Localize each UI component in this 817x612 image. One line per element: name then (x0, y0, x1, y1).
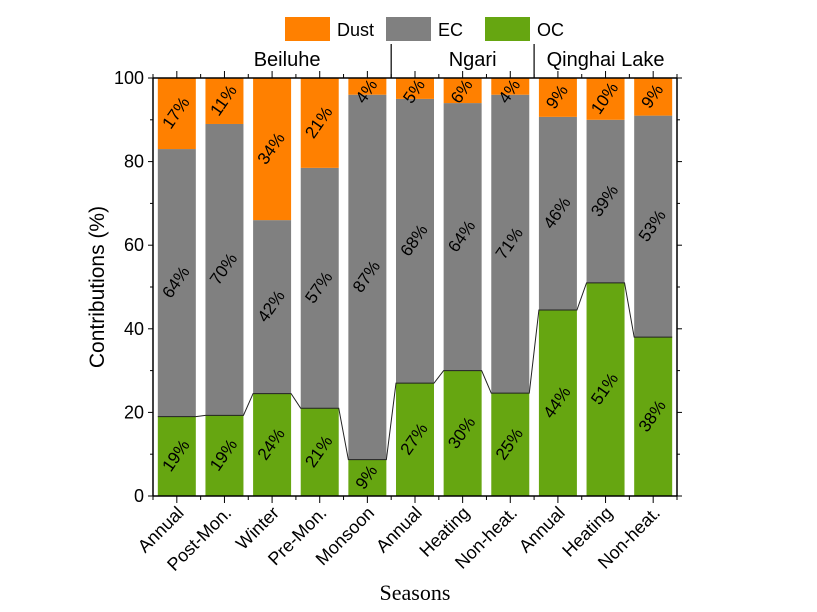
y-tick-label: 60 (124, 235, 144, 255)
bar-dust (205, 78, 244, 124)
bar-dust (157, 78, 196, 150)
bar-oc (157, 416, 196, 496)
legend-label: EC (438, 20, 463, 40)
bar-oc (205, 415, 244, 496)
legend-swatch-ec (386, 17, 431, 41)
group-label: Ngari (449, 49, 497, 71)
bar-oc (443, 370, 482, 496)
bar-ec (300, 167, 339, 409)
legend-swatch-dust (285, 17, 330, 41)
bar-ec (253, 220, 292, 394)
bar-dust (586, 78, 625, 120)
bar-dust (253, 78, 292, 221)
bar-ec (348, 94, 387, 460)
bar-ec (396, 98, 434, 384)
bar-dust (396, 78, 434, 99)
bar-ec (443, 103, 482, 371)
y-tick-label: 20 (124, 402, 144, 422)
bar-ec (157, 149, 196, 417)
legend-label: OC (537, 20, 564, 40)
bar-ec (538, 116, 577, 310)
bar-dust (538, 78, 577, 117)
y-tick-label: 100 (114, 68, 144, 88)
bar-oc (253, 393, 292, 496)
bar-oc (300, 408, 339, 496)
y-tick-label: 0 (134, 486, 144, 506)
bar-oc (396, 383, 434, 496)
bar-dust (491, 78, 530, 95)
bar-dust (634, 78, 673, 116)
oc-connector-line (157, 282, 673, 461)
y-tick-label: 40 (124, 319, 144, 339)
legend-swatch-oc (485, 17, 530, 41)
bar-dust (443, 78, 482, 104)
bar-oc (586, 282, 625, 496)
bar-dust (300, 78, 339, 168)
bar-ec (634, 115, 673, 338)
group-label: Beiluhe (254, 49, 321, 71)
bar-ec (205, 123, 244, 416)
bar-dust (348, 78, 387, 95)
bar-oc (538, 309, 577, 496)
bar-ec (586, 119, 625, 283)
bar-oc (491, 393, 530, 496)
y-axis-title: Contributions (%) (86, 206, 109, 368)
x-axis-title: Seasons (380, 580, 451, 605)
bar-oc (348, 459, 387, 496)
bar-oc (634, 337, 673, 496)
group-label: Qinghai Lake (547, 49, 665, 71)
legend-label: Dust (337, 20, 374, 40)
y-tick-label: 80 (124, 152, 144, 172)
bar-ec (491, 94, 530, 394)
